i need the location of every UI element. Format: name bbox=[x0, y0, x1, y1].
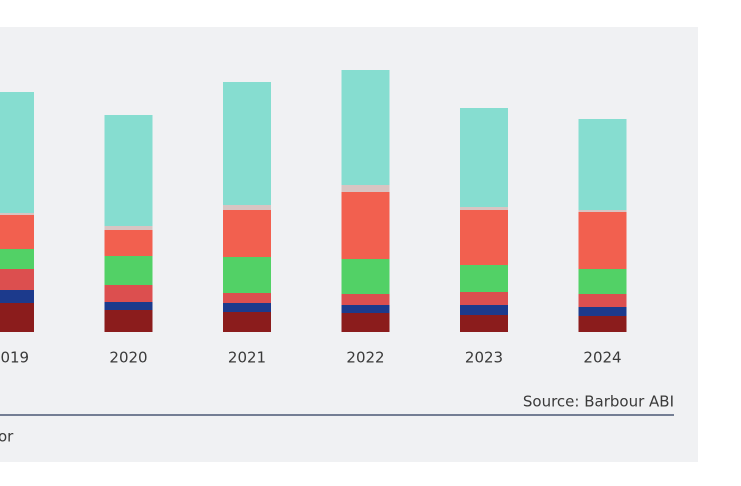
bar-segment bbox=[104, 226, 153, 230]
bar-segment bbox=[460, 210, 508, 265]
bar-segment bbox=[104, 256, 153, 285]
bar-segment bbox=[223, 312, 271, 332]
x-tick-label: 2019 bbox=[0, 349, 29, 367]
bar-segment bbox=[578, 269, 627, 294]
bar-segment bbox=[341, 192, 390, 259]
bar-segment bbox=[341, 305, 390, 313]
bar-segment bbox=[223, 303, 271, 312]
bar-segment bbox=[460, 265, 508, 292]
bar-segment bbox=[341, 313, 390, 332]
bar-segment bbox=[0, 213, 34, 215]
x-tick-label: 2024 bbox=[583, 349, 621, 367]
bar-segment bbox=[104, 115, 153, 226]
bar-segment bbox=[223, 210, 271, 257]
bar-segment bbox=[578, 307, 627, 316]
bar-segment bbox=[578, 210, 627, 212]
bar-segment bbox=[460, 315, 508, 332]
x-tick-label: 2022 bbox=[346, 349, 384, 367]
bar-segment bbox=[0, 249, 34, 269]
legend-fragment: or bbox=[0, 428, 14, 446]
bar-segment bbox=[341, 185, 390, 192]
bar-segment bbox=[460, 108, 508, 207]
bar-segment bbox=[104, 285, 153, 302]
bar-segment bbox=[460, 305, 508, 315]
bar-segment bbox=[0, 290, 34, 303]
bar-segment bbox=[223, 82, 271, 205]
bar-segment bbox=[223, 205, 271, 210]
bar-segment bbox=[578, 316, 627, 332]
bar-segment bbox=[460, 207, 508, 210]
x-tick-label: 2020 bbox=[109, 349, 147, 367]
bar-segment bbox=[341, 294, 390, 305]
bar-segment bbox=[0, 215, 34, 249]
bar-segment bbox=[104, 230, 153, 256]
x-tick-label: 2023 bbox=[465, 349, 503, 367]
bar-segment bbox=[578, 119, 627, 210]
bar-segment bbox=[0, 92, 34, 213]
bar-segment bbox=[0, 303, 34, 332]
bar-segment bbox=[341, 70, 390, 185]
bar-segment bbox=[341, 259, 390, 294]
source: Source: Barbour ABI bbox=[523, 393, 674, 411]
bar-segment bbox=[578, 212, 627, 269]
bar-segment bbox=[104, 310, 153, 332]
bar-segment bbox=[223, 257, 271, 293]
bar-segment bbox=[460, 292, 508, 305]
x-tick-label: 2021 bbox=[228, 349, 266, 367]
bar-segment bbox=[223, 293, 271, 303]
bar-segment bbox=[578, 294, 627, 307]
bar-segment bbox=[104, 302, 153, 310]
bar-segment bbox=[0, 269, 34, 290]
